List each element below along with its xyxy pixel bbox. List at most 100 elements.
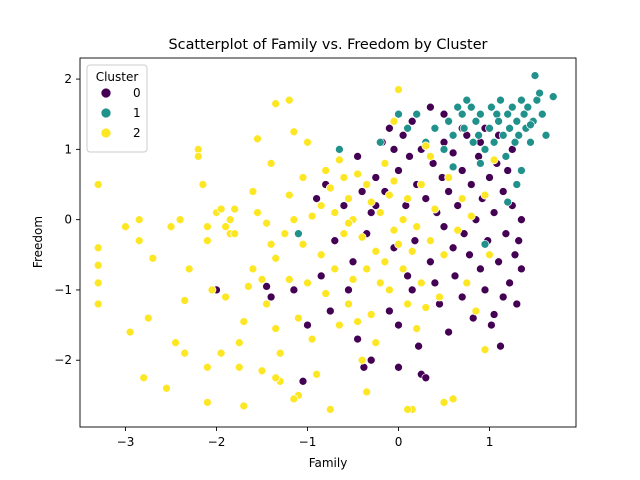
data-point-cluster-1	[457, 109, 467, 119]
data-point-cluster-1	[526, 120, 535, 130]
data-point-cluster-2	[271, 373, 281, 383]
legend-marker-cluster-2	[100, 127, 112, 139]
data-point-cluster-0	[405, 152, 414, 161]
data-point-cluster-2	[344, 299, 353, 309]
data-point-cluster-2	[166, 222, 176, 232]
legend-title: Cluster	[96, 70, 139, 84]
x-tick-label: 1	[486, 435, 494, 449]
data-point-cluster-2	[325, 183, 335, 193]
data-point-cluster-2	[294, 313, 303, 323]
data-point-cluster-2	[344, 194, 353, 203]
data-point-cluster-0	[394, 166, 403, 175]
data-point-cluster-1	[448, 162, 458, 172]
data-point-cluster-0	[410, 236, 420, 246]
data-point-cluster-2	[362, 264, 372, 274]
data-point-cluster-2	[225, 215, 235, 225]
data-point-cluster-0	[421, 373, 431, 383]
data-point-cluster-0	[430, 278, 440, 288]
data-point-cluster-0	[359, 362, 369, 372]
data-point-cluster-2	[262, 299, 271, 309]
data-point-cluster-1	[512, 116, 522, 126]
data-point-cluster-2	[239, 401, 249, 411]
data-point-cluster-2	[330, 208, 340, 217]
data-point-cluster-0	[366, 208, 376, 217]
data-point-cluster-2	[275, 348, 285, 358]
data-point-cluster-2	[344, 218, 353, 228]
data-point-cluster-2	[303, 137, 312, 147]
data-point-cluster-2	[375, 208, 385, 217]
data-point-cluster-2	[403, 194, 412, 203]
data-point-cluster-1	[335, 145, 344, 154]
data-point-cluster-0	[450, 271, 460, 281]
data-point-cluster-2	[180, 296, 190, 305]
data-point-cluster-0	[457, 292, 467, 302]
data-point-cluster-0	[466, 180, 476, 189]
data-point-cluster-2	[398, 264, 408, 274]
data-point-cluster-2	[271, 99, 281, 109]
data-point-cluster-2	[289, 127, 299, 137]
data-point-cluster-0	[501, 229, 511, 239]
data-point-cluster-2	[426, 236, 435, 246]
data-point-cluster-0	[487, 320, 496, 330]
data-point-cluster-1	[471, 116, 481, 126]
data-point-cluster-2	[371, 246, 381, 256]
data-point-cluster-0	[339, 201, 349, 210]
data-point-cluster-0	[389, 145, 399, 154]
data-point-cluster-0	[514, 236, 524, 246]
data-point-cluster-1	[501, 152, 511, 161]
data-point-cluster-2	[335, 320, 344, 330]
data-point-cluster-2	[216, 348, 226, 358]
data-point-cluster-0	[453, 201, 463, 210]
data-point-cluster-2	[426, 152, 435, 161]
data-point-cluster-1	[453, 102, 463, 112]
data-point-cluster-2	[457, 194, 467, 203]
data-point-cluster-2	[416, 180, 426, 189]
data-point-cluster-2	[439, 398, 449, 407]
data-point-cluster-2	[284, 275, 294, 284]
data-point-cluster-0	[517, 264, 526, 274]
data-point-cluster-2	[266, 239, 276, 249]
legend-label-cluster-2: 2	[133, 126, 141, 140]
data-point-cluster-2	[407, 246, 417, 256]
data-point-cluster-2	[421, 141, 431, 151]
data-point-cluster-0	[496, 341, 505, 351]
data-point-cluster-2	[371, 338, 381, 348]
data-point-cluster-1	[444, 116, 453, 126]
data-point-cluster-1	[496, 95, 505, 105]
data-point-cluster-2	[180, 348, 190, 358]
data-point-cluster-0	[503, 166, 513, 175]
data-point-cluster-0	[517, 215, 526, 225]
data-point-cluster-0	[485, 173, 494, 182]
data-point-cluster-0	[385, 123, 394, 133]
data-point-cluster-2	[471, 306, 481, 316]
data-point-cluster-2	[139, 373, 149, 383]
data-point-cluster-0	[262, 282, 271, 291]
data-point-cluster-2	[203, 362, 212, 372]
data-point-cluster-0	[266, 292, 276, 302]
data-point-cluster-1	[487, 102, 496, 112]
data-point-cluster-2	[312, 369, 321, 379]
data-point-cluster-2	[362, 387, 372, 397]
data-point-cluster-0	[426, 257, 435, 267]
data-point-cluster-0	[303, 320, 312, 330]
data-point-cluster-2	[394, 85, 403, 94]
data-point-cluster-2	[93, 243, 103, 253]
data-point-cluster-0	[448, 243, 458, 253]
y-tick-label: 1	[64, 142, 72, 156]
data-point-cluster-1	[514, 130, 524, 140]
legend: Cluster 0 1 2	[86, 64, 148, 153]
data-point-cluster-0	[498, 187, 508, 196]
data-point-cluster-0	[325, 306, 335, 316]
data-point-cluster-2	[284, 190, 294, 200]
data-point-cluster-2	[357, 232, 367, 242]
data-point-cluster-2	[339, 229, 349, 239]
data-point-cluster-2	[489, 155, 499, 165]
data-point-cluster-1	[519, 109, 529, 119]
data-point-cluster-1	[492, 109, 502, 119]
data-point-cluster-0	[421, 194, 431, 203]
data-point-cluster-2	[307, 211, 317, 221]
data-point-cluster-0	[512, 299, 522, 309]
data-point-cluster-0	[465, 250, 474, 260]
data-point-cluster-0	[476, 264, 485, 274]
data-point-cluster-0	[439, 222, 449, 232]
